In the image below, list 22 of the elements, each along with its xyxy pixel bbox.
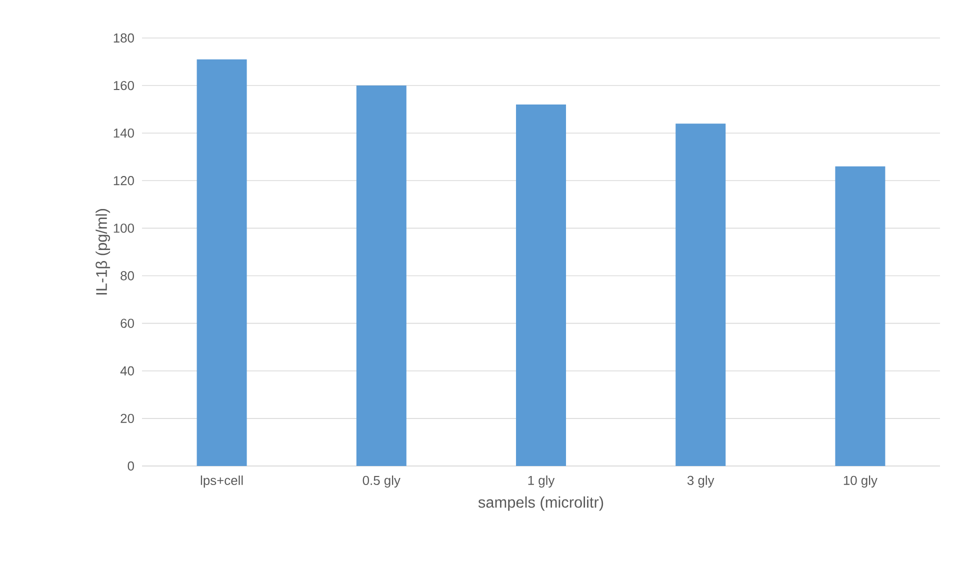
bar [196,59,247,466]
bar [835,166,886,466]
y-tick-label: 40 [120,366,134,376]
y-tick-label: 0 [128,461,134,471]
x-tick-label: 3 gly [687,476,714,488]
bar [516,104,566,466]
y-tick-label: 180 [114,33,134,43]
x-tick-label: 10 gly [844,476,878,488]
y-tick-label: 20 [120,414,134,424]
bar [356,86,406,466]
y-axis-title: IL-1β (pg/ml) [96,209,110,294]
x-tick-label: lps+cell [200,476,243,488]
y-tick-label: 120 [114,176,134,186]
bar [676,124,726,466]
x-tick-label: 1 gly [528,476,555,488]
y-tick-label: 60 [120,318,134,328]
y-tick-label: 140 [114,128,134,138]
x-tick-label: 0.5 gly [362,476,400,488]
y-tick-label: 160 [114,80,134,90]
x-axis-title: sampels (microlitr) [478,496,604,511]
y-tick-label: 80 [120,271,134,280]
y-tick-label: 100 [114,224,134,233]
